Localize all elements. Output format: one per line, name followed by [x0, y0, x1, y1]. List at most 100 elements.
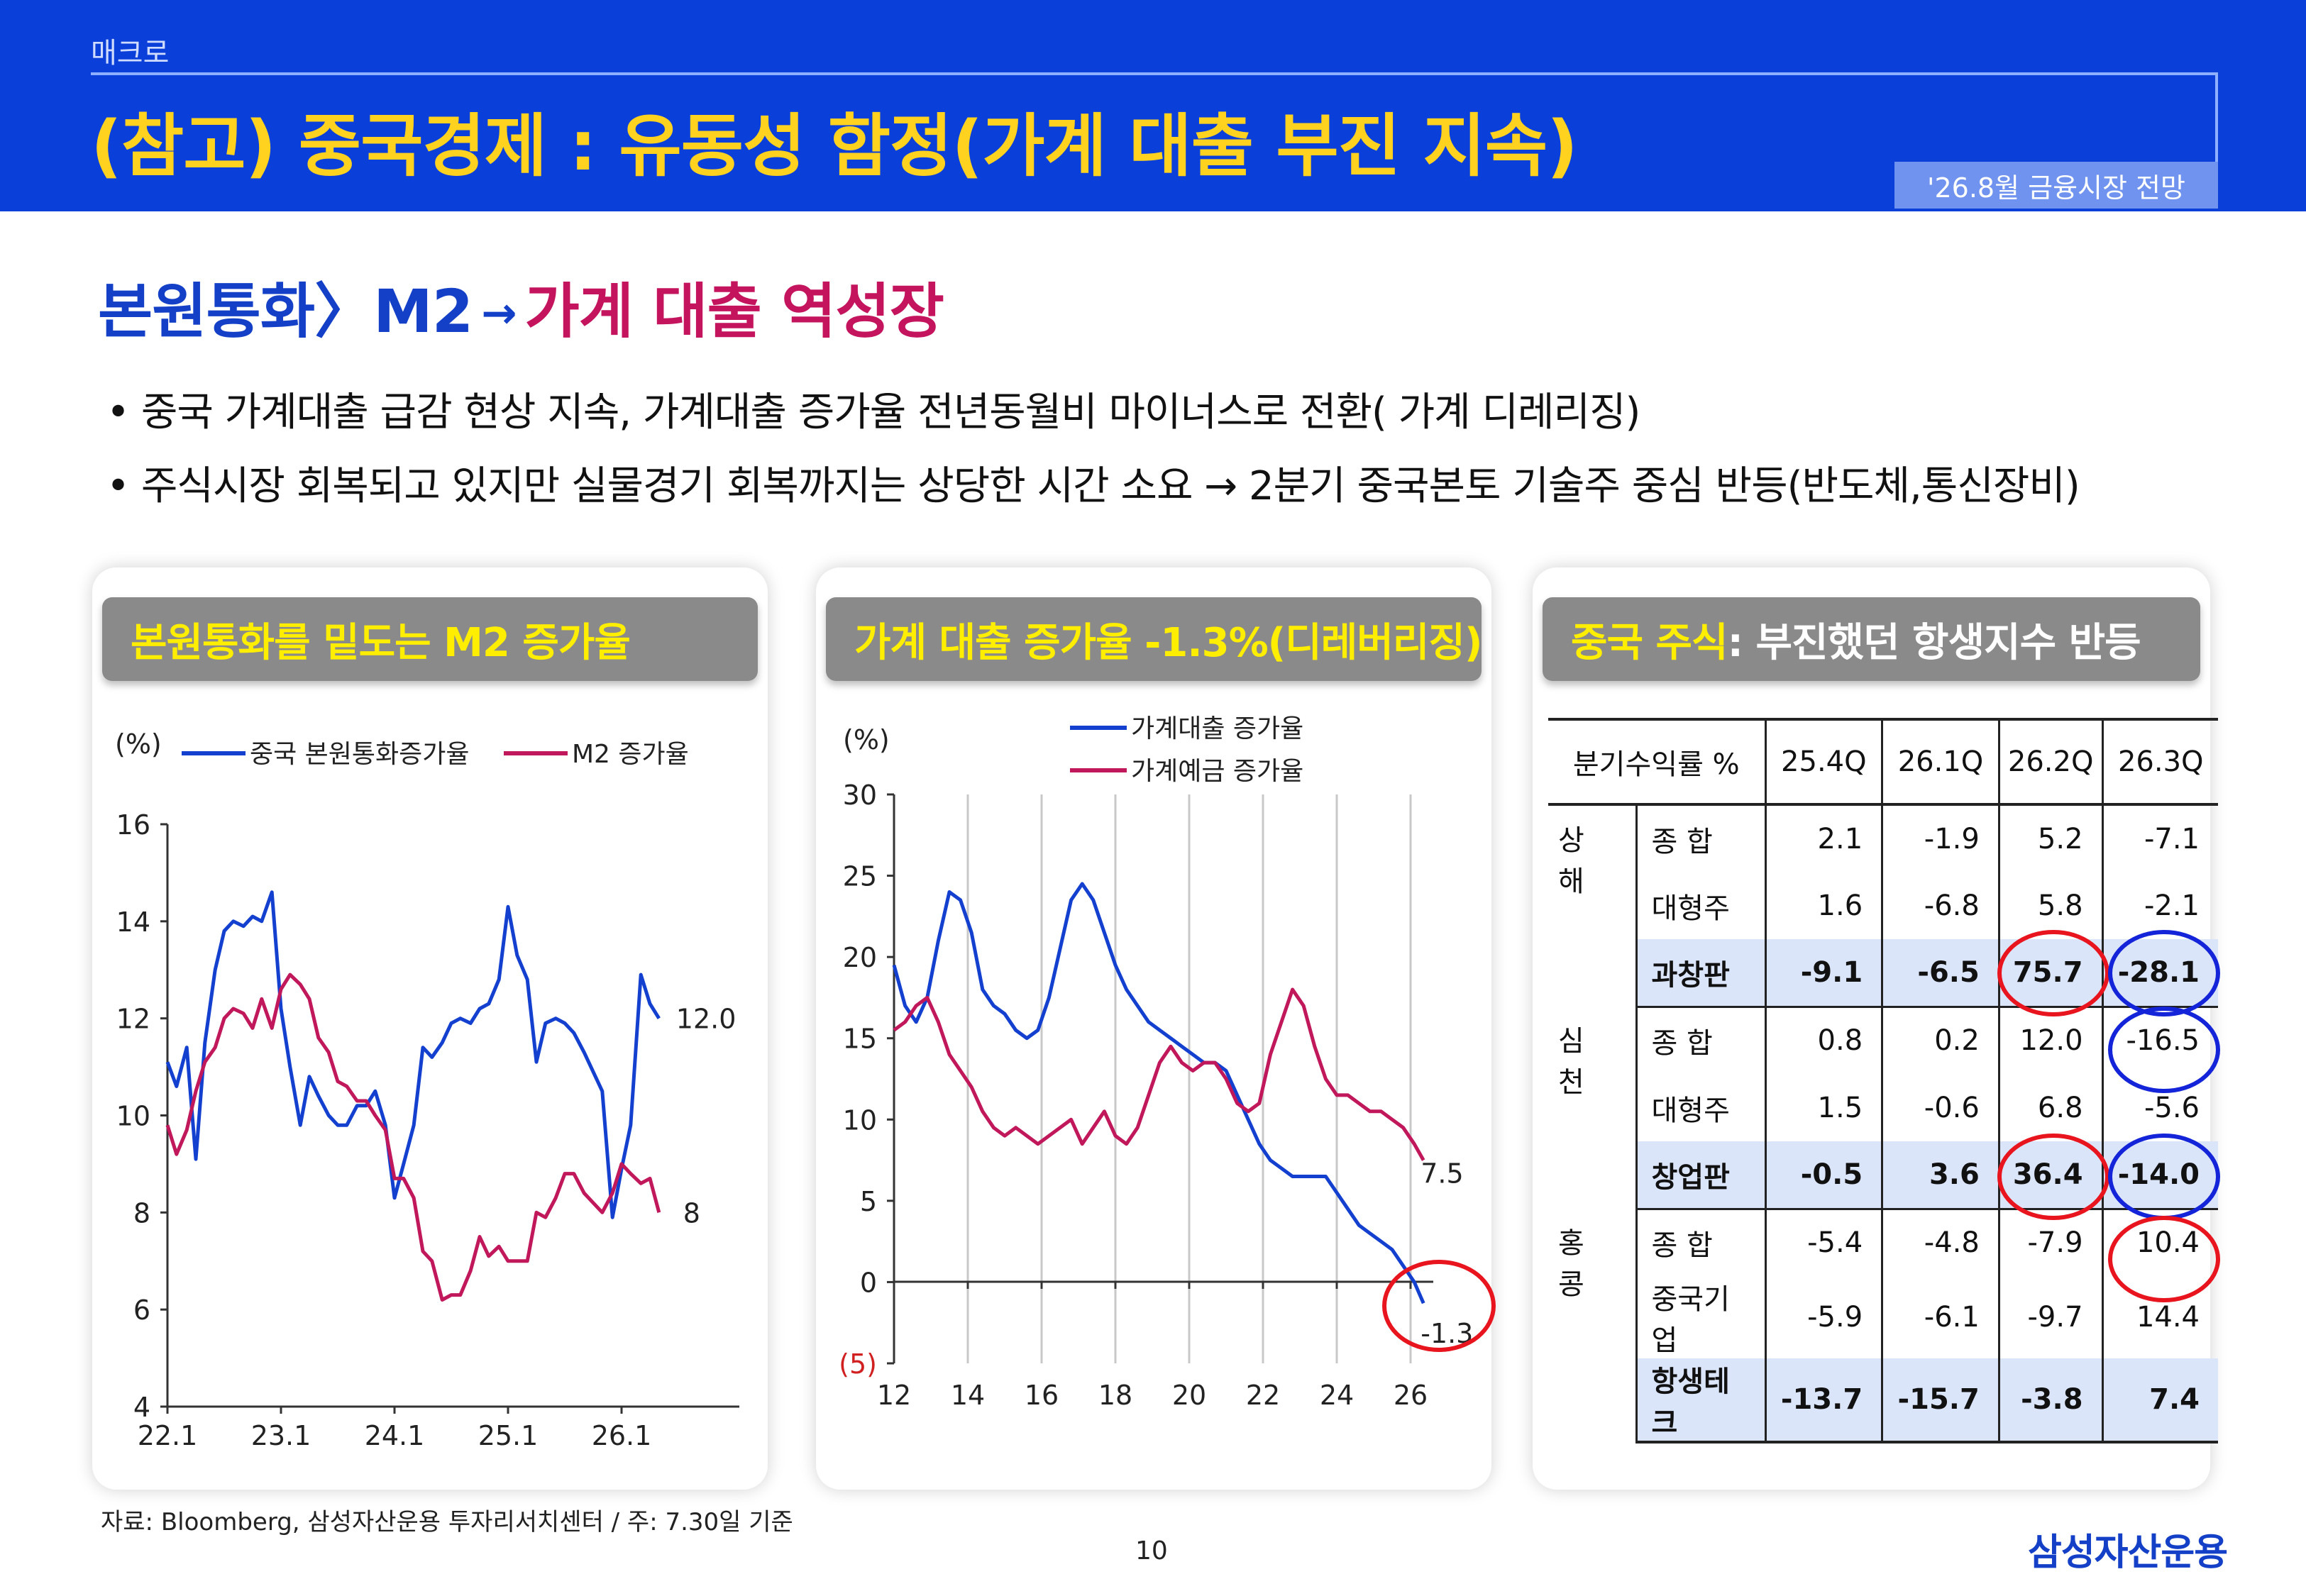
- return-value: -1.9: [1882, 804, 2000, 872]
- return-value: -3.8: [1999, 1358, 2104, 1443]
- index-name: 중국기업: [1636, 1276, 1767, 1358]
- subtitle-part-1: 본원통화: [98, 277, 315, 346]
- panel-title: 가계 대출 증가율 -1.3%(디레버리징): [826, 597, 1482, 681]
- x-tick-label: 24: [1320, 1380, 1354, 1411]
- x-tick-label: 26: [1394, 1380, 1428, 1411]
- return-value: -5.4: [1765, 1209, 1884, 1276]
- unit-label: (%): [843, 724, 890, 755]
- return-value: 1.6: [1765, 872, 1884, 939]
- return-value: -5.9: [1765, 1276, 1884, 1358]
- table-row: 대형주 1.6 -6.8 5.8 -2.1: [1548, 872, 2218, 939]
- table-header-cell: 분기수익률 %: [1548, 718, 1765, 806]
- return-value: -15.7: [1882, 1358, 2000, 1443]
- table-header-row: 분기수익률 % 25.4Q 26.1Q 26.2Q 26.3Q: [1548, 718, 2218, 806]
- highlight-circle-blue: [2108, 930, 2220, 1016]
- highlight-circle-red: [1382, 1260, 1496, 1352]
- arrow-icon: →: [481, 289, 517, 338]
- highlight-circle-red: [1997, 930, 2109, 1016]
- x-tick-label: 24.1: [365, 1420, 425, 1451]
- page-number: 10: [1135, 1536, 1168, 1565]
- return-value: -9.7: [1999, 1276, 2104, 1358]
- return-value: -7.9: [1999, 1209, 2104, 1276]
- breadcrumb: 매크로: [91, 37, 170, 70]
- series-line: [892, 882, 1425, 1304]
- table-row: 중국기업 -5.9 -6.1 -9.7 14.4: [1548, 1276, 2218, 1358]
- index-name: 과창판: [1636, 939, 1767, 1008]
- return-value: 12.0: [1999, 1007, 2104, 1074]
- x-tick-label: 16: [1025, 1380, 1059, 1411]
- bullet-point: • 주식시장 회복되고 있지만 실물경기 회복까지는 상당한 시간 소요 → 2…: [106, 463, 2080, 509]
- y-tick-label: 30: [843, 780, 877, 811]
- return-value: -13.7: [1765, 1358, 1884, 1443]
- y-tick-label: 0: [860, 1267, 877, 1298]
- header-divider-vertical: [2215, 72, 2218, 163]
- index-name: 대형주: [1636, 872, 1767, 939]
- x-tick-label: 12: [877, 1380, 911, 1411]
- report-badge: '26.8월 금융시장 전망: [1894, 162, 2218, 209]
- return-value: 2.1: [1765, 804, 1884, 872]
- source-note: 자료: Bloomberg, 삼성자산운용 투자리서치센터 / 주: 7.30일…: [101, 1508, 793, 1536]
- return-value: -2.1: [2144, 889, 2200, 922]
- y-tick-label: 4: [133, 1392, 150, 1423]
- return-value: -7.1: [2144, 822, 2200, 855]
- table-header-cell: 26.3Q: [2101, 718, 2218, 806]
- return-value: -6.1: [1882, 1276, 2000, 1358]
- legend-label: 가계대출 증가율: [1131, 714, 1303, 743]
- return-value: 0.8: [1765, 1007, 1884, 1074]
- y-tick-label: 12: [116, 1004, 150, 1035]
- x-tick-label: 20: [1172, 1380, 1206, 1411]
- return-value: -4.8: [1882, 1209, 2000, 1276]
- table-header-cell: 26.1Q: [1881, 718, 1999, 806]
- end-value-label: 12.0: [676, 1004, 737, 1035]
- x-tick-label: 25.1: [478, 1420, 539, 1451]
- return-value: -0.6: [1882, 1074, 2000, 1141]
- index-name: 종 합: [1636, 1007, 1767, 1074]
- base-money-m2-chart: 16 14 12 10 8 6 422.1 23.1 24.1 25.1 26.1 (%) 12.0 중국…: [115, 728, 739, 1451]
- subtitle-part-2: M2: [373, 277, 473, 346]
- region-label: 홍 콩: [1548, 1209, 1638, 1442]
- y-tick-label: 10: [843, 1104, 877, 1136]
- return-value: 0.2: [1882, 1007, 2000, 1074]
- index-name: 종 합: [1636, 804, 1767, 872]
- index-name: 창업판: [1636, 1141, 1767, 1210]
- x-tick-label: 22: [1246, 1380, 1280, 1411]
- y-tick-label: 20: [843, 942, 877, 973]
- y-tick-label: 5: [860, 1186, 877, 1217]
- panel-title: 본원통화를 밑도는 M2 증가율: [102, 597, 758, 681]
- return-value: 5.8: [1999, 872, 2104, 939]
- legend-label: 가계예금 증가율: [1131, 757, 1303, 786]
- return-value: -0.5: [1765, 1141, 1884, 1210]
- chart-panel-base-money: 본원통화를 밑도는 M2 증가율 16 14 12 10 8 6 4 22.1 23.1 24.1…: [92, 567, 768, 1490]
- series-line: [893, 987, 1425, 1161]
- highlight-circle-blue: [2108, 1007, 2220, 1093]
- return-value: 7.4: [2102, 1358, 2218, 1443]
- y-tick-label: 8: [133, 1197, 150, 1229]
- return-value: -9.1: [1765, 939, 1884, 1008]
- table-panel-china-stocks: 중국 주식 : 부진했던 항생지수 반등 분기수익률 % 25.4Q 26.1Q…: [1533, 567, 2218, 1490]
- subtitle-part-3: 가계 대출 역성장: [524, 277, 944, 346]
- end-value-label: 7.5: [1420, 1158, 1463, 1190]
- unit-label: (%): [115, 728, 162, 760]
- return-value: -6.8: [1882, 872, 2000, 939]
- y-tick-label: 14: [116, 907, 150, 938]
- return-value: 5.2: [1999, 804, 2104, 872]
- x-tick-label: 22.1: [138, 1420, 198, 1451]
- table-row: 항생테크 -13.7 -15.7 -3.8 7.4: [1548, 1358, 2218, 1443]
- y-tick-label: (5): [839, 1348, 877, 1380]
- index-name: 항생테크: [1636, 1358, 1767, 1443]
- region-label: 상 해: [1548, 804, 1638, 1007]
- subtitle-separator: 〉: [314, 277, 374, 346]
- panel-title-highlight: 중국 주식: [1571, 619, 1728, 666]
- index-name: 대형주: [1636, 1074, 1767, 1141]
- x-tick-label: 23.1: [251, 1420, 311, 1451]
- table-row: 대형주 1.5 -0.6 6.8 -5.6: [1548, 1074, 2218, 1141]
- y-tick-label: 25: [843, 861, 877, 892]
- index-name: 종 합: [1636, 1209, 1767, 1276]
- y-tick-label: 6: [133, 1295, 150, 1326]
- company-logo: 삼성자산운용: [2028, 1531, 2228, 1574]
- x-tick-label: 14: [951, 1380, 985, 1411]
